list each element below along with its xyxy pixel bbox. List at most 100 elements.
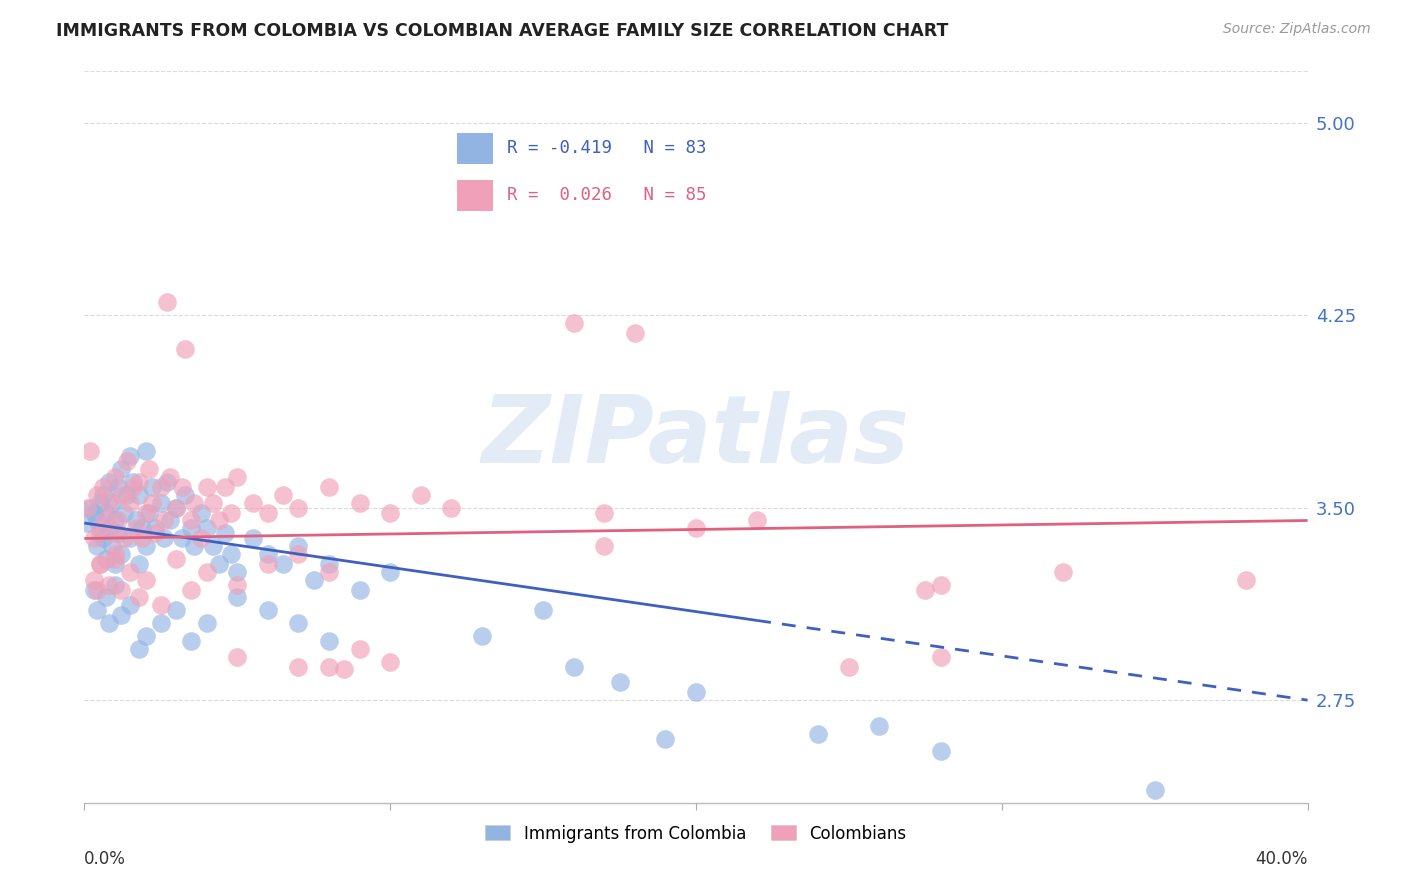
- Point: [195, 480, 218, 494]
- Point: [138, 506, 160, 520]
- Point: [115, 488, 138, 502]
- Point: [135, 506, 157, 520]
- Point: [165, 603, 187, 617]
- Point: [112, 506, 135, 520]
- Point: [208, 557, 231, 571]
- Point: [97, 521, 120, 535]
- Point: [149, 480, 172, 494]
- Point: [120, 565, 142, 579]
- Point: [624, 326, 647, 340]
- Point: [141, 495, 163, 509]
- Point: [104, 557, 127, 571]
- Point: [302, 573, 325, 587]
- Point: [208, 514, 231, 528]
- Point: [333, 662, 356, 676]
- Point: [609, 675, 631, 690]
- Point: [149, 598, 172, 612]
- Point: [287, 547, 309, 561]
- Point: [135, 629, 157, 643]
- Point: [271, 557, 294, 571]
- Point: [156, 475, 179, 489]
- Point: [91, 480, 114, 494]
- Point: [349, 582, 371, 597]
- Point: [174, 488, 197, 502]
- Point: [562, 316, 585, 330]
- Point: [83, 506, 105, 520]
- Point: [287, 500, 309, 515]
- Point: [83, 532, 105, 546]
- Point: [531, 603, 554, 617]
- Point: [409, 488, 432, 502]
- Point: [287, 539, 309, 553]
- Point: [153, 532, 176, 546]
- Point: [76, 516, 98, 530]
- Point: [471, 629, 494, 643]
- Point: [107, 526, 129, 541]
- Point: [929, 744, 952, 758]
- Point: [104, 577, 127, 591]
- Point: [685, 521, 707, 535]
- Point: [89, 521, 111, 535]
- Point: [201, 539, 224, 553]
- Point: [180, 514, 202, 528]
- Point: [226, 591, 249, 605]
- Point: [86, 539, 108, 553]
- Point: [195, 565, 218, 579]
- Point: [180, 582, 202, 597]
- Point: [112, 532, 135, 546]
- Point: [94, 514, 117, 528]
- Point: [110, 547, 132, 561]
- Point: [869, 719, 891, 733]
- Point: [149, 616, 172, 631]
- Point: [685, 685, 707, 699]
- Point: [101, 495, 124, 509]
- Point: [190, 532, 212, 546]
- Point: [380, 506, 402, 520]
- Point: [838, 660, 860, 674]
- Point: [94, 552, 117, 566]
- Point: [86, 514, 108, 528]
- Point: [91, 488, 114, 502]
- Point: [101, 526, 124, 541]
- Bar: [457, 133, 494, 163]
- Point: [172, 480, 194, 494]
- Point: [110, 608, 132, 623]
- Point: [125, 514, 148, 528]
- Point: [180, 521, 202, 535]
- Point: [86, 603, 108, 617]
- Point: [165, 552, 187, 566]
- Point: [318, 557, 340, 571]
- Point: [1236, 573, 1258, 587]
- Point: [135, 444, 157, 458]
- Point: [165, 500, 187, 515]
- Point: [156, 295, 179, 310]
- Point: [165, 500, 187, 515]
- Point: [79, 500, 101, 515]
- Point: [143, 521, 166, 535]
- Point: [287, 660, 309, 674]
- Point: [83, 582, 105, 597]
- Point: [562, 660, 585, 674]
- Point: [257, 506, 280, 520]
- Point: [183, 539, 205, 553]
- Point: [89, 557, 111, 571]
- Legend: Immigrants from Colombia, Colombians: Immigrants from Colombia, Colombians: [478, 818, 914, 849]
- Point: [807, 726, 830, 740]
- Point: [79, 444, 101, 458]
- Point: [110, 462, 132, 476]
- Point: [128, 557, 150, 571]
- Point: [120, 532, 142, 546]
- Point: [226, 649, 249, 664]
- Point: [214, 480, 236, 494]
- Point: [380, 655, 402, 669]
- Point: [219, 506, 242, 520]
- Point: [91, 532, 114, 546]
- Point: [86, 488, 108, 502]
- Text: IMMIGRANTS FROM COLOMBIA VS COLOMBIAN AVERAGE FAMILY SIZE CORRELATION CHART: IMMIGRANTS FROM COLOMBIA VS COLOMBIAN AV…: [56, 22, 949, 40]
- Point: [97, 616, 120, 631]
- Point: [257, 547, 280, 561]
- Point: [89, 526, 111, 541]
- Point: [287, 616, 309, 631]
- Point: [104, 514, 127, 528]
- Point: [120, 495, 142, 509]
